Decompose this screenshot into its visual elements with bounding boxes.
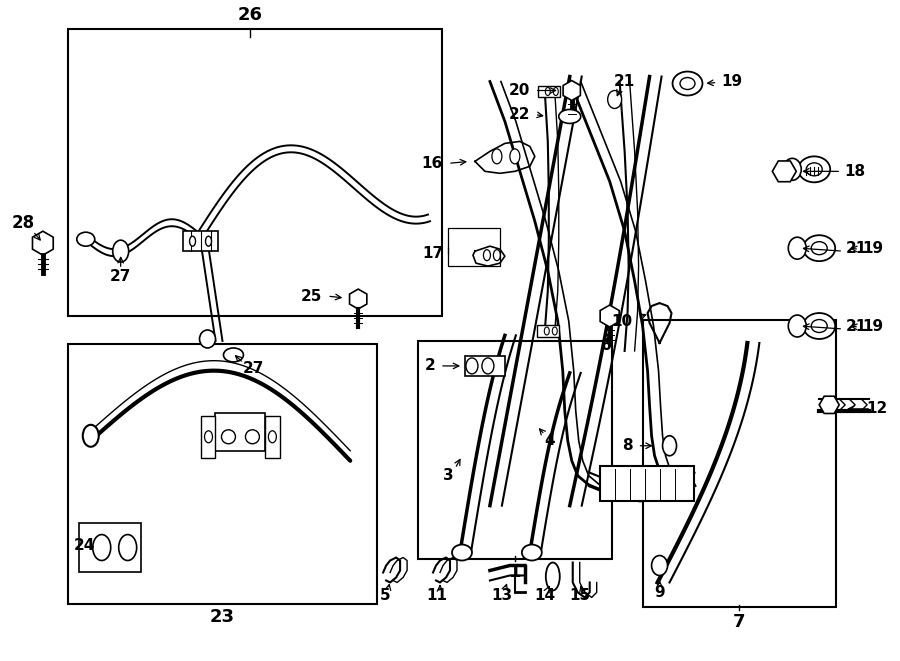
Text: 27: 27 (110, 268, 131, 284)
Ellipse shape (119, 535, 137, 561)
Ellipse shape (672, 71, 703, 95)
Text: 23: 23 (210, 608, 235, 627)
Ellipse shape (545, 563, 560, 590)
Ellipse shape (652, 555, 668, 576)
Ellipse shape (811, 319, 827, 332)
Ellipse shape (806, 163, 823, 176)
Ellipse shape (553, 327, 557, 335)
Ellipse shape (804, 313, 835, 339)
Ellipse shape (76, 232, 94, 246)
Text: 4: 4 (544, 433, 555, 448)
Ellipse shape (788, 237, 806, 259)
Text: 19: 19 (862, 319, 883, 334)
Text: 25: 25 (301, 289, 322, 303)
Circle shape (221, 430, 236, 444)
Circle shape (246, 430, 259, 444)
Ellipse shape (510, 149, 520, 164)
Ellipse shape (662, 436, 677, 455)
Ellipse shape (205, 236, 212, 246)
Bar (643, 320, 836, 607)
Ellipse shape (452, 545, 472, 561)
Polygon shape (563, 81, 580, 100)
Text: 5: 5 (380, 588, 391, 603)
Ellipse shape (482, 358, 494, 374)
Bar (418, 341, 612, 559)
Text: 11: 11 (427, 588, 447, 603)
Ellipse shape (544, 327, 549, 335)
Bar (201, 416, 215, 457)
Text: 18: 18 (844, 164, 865, 179)
Polygon shape (349, 289, 367, 309)
Polygon shape (819, 396, 839, 414)
Bar (465, 356, 505, 376)
Text: 13: 13 (491, 588, 512, 603)
Ellipse shape (811, 242, 827, 254)
Ellipse shape (783, 159, 801, 180)
Polygon shape (772, 161, 796, 182)
Ellipse shape (83, 425, 99, 447)
Text: 27: 27 (243, 362, 264, 376)
Polygon shape (32, 231, 53, 255)
Ellipse shape (522, 545, 542, 561)
Bar (538, 85, 560, 97)
Text: 3: 3 (443, 468, 454, 483)
Text: 1: 1 (508, 563, 521, 582)
Text: 28: 28 (12, 214, 34, 232)
Text: 22: 22 (508, 107, 530, 122)
Text: 12: 12 (867, 401, 887, 416)
Ellipse shape (804, 235, 835, 261)
Text: 24: 24 (74, 538, 95, 553)
Bar (79, 523, 140, 572)
Text: 21: 21 (846, 241, 868, 256)
Text: 8: 8 (622, 438, 633, 453)
Ellipse shape (268, 431, 276, 443)
Text: 6: 6 (601, 338, 612, 354)
Ellipse shape (608, 91, 622, 108)
Ellipse shape (112, 240, 129, 262)
Ellipse shape (493, 250, 500, 260)
Ellipse shape (798, 157, 830, 182)
Ellipse shape (93, 535, 111, 561)
Text: 17: 17 (422, 246, 443, 260)
Text: 21: 21 (614, 74, 635, 89)
Ellipse shape (200, 330, 215, 348)
Ellipse shape (788, 315, 806, 337)
Bar (183, 231, 219, 251)
Ellipse shape (554, 87, 558, 95)
Text: 14: 14 (535, 588, 555, 603)
Bar (599, 466, 695, 500)
Bar (215, 413, 266, 451)
Ellipse shape (483, 250, 490, 260)
Text: 19: 19 (722, 74, 742, 89)
Bar (68, 344, 377, 604)
Text: 19: 19 (862, 241, 883, 256)
Text: 20: 20 (508, 83, 530, 98)
Polygon shape (600, 305, 619, 327)
Bar (448, 228, 500, 266)
Text: 7: 7 (734, 613, 745, 631)
Ellipse shape (190, 236, 195, 246)
Ellipse shape (204, 431, 212, 443)
Ellipse shape (545, 87, 550, 95)
Ellipse shape (466, 358, 478, 374)
Ellipse shape (559, 110, 580, 124)
Bar (68, 28, 442, 316)
Ellipse shape (680, 77, 695, 89)
Text: 21: 21 (846, 319, 868, 334)
Text: 9: 9 (654, 585, 665, 600)
Bar (536, 325, 559, 337)
Text: 10: 10 (611, 313, 633, 329)
Text: 15: 15 (569, 588, 590, 603)
Text: 26: 26 (238, 6, 263, 24)
Text: 16: 16 (422, 156, 443, 171)
Ellipse shape (492, 149, 502, 164)
Bar (266, 416, 281, 457)
Ellipse shape (223, 348, 243, 362)
Text: 2: 2 (424, 358, 435, 373)
